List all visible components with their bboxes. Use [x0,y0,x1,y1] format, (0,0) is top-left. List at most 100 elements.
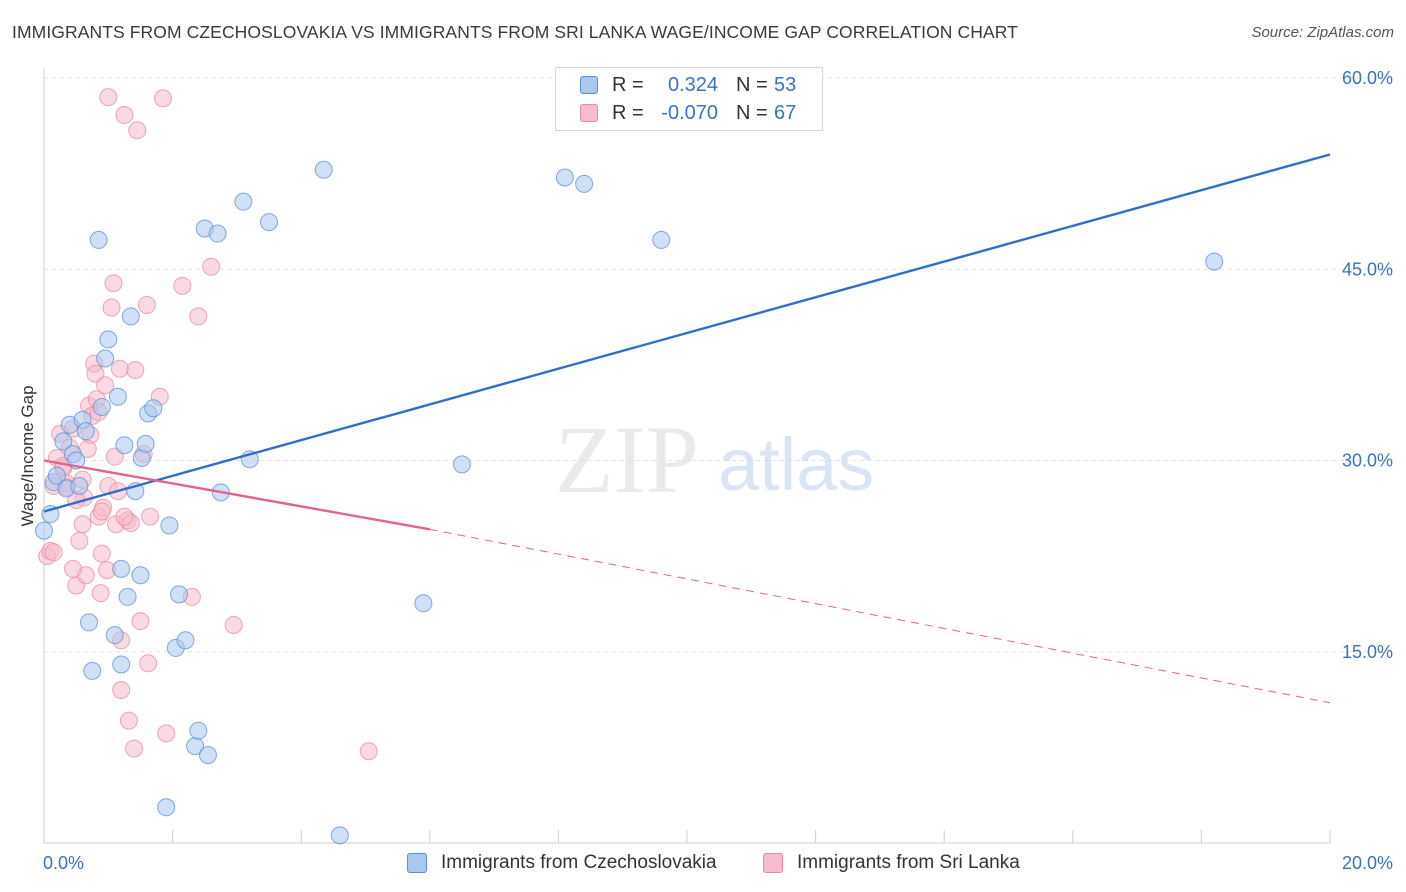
series-label: Immigrants from Sri Lanka [797,852,1020,873]
czechoslovakia-points [35,160,1224,845]
czechoslovakia-point [105,626,124,645]
sri-lanka-point [102,298,121,317]
legend-row-czechoslovakia: R = 0.324 N = 53 [556,72,822,100]
czechoslovakia-point [652,230,671,249]
czechoslovakia-point [136,434,155,453]
series-swatch-blue [407,853,427,873]
czechoslovakia-point [76,422,95,441]
legend-swatch-pink [580,104,598,122]
czechoslovakia-point [189,721,208,740]
czechoslovakia-point [198,746,217,765]
sri-lanka-point [119,711,138,730]
sri-lanka-point [63,559,82,578]
sri-lanka-point [173,276,192,295]
watermark: ZIP atlas [555,406,874,513]
sri-lanka-trend-extension [429,528,1331,704]
czechoslovakia-point [452,455,471,474]
sri-lanka-point [86,364,105,383]
sri-lanka-point [73,515,92,534]
czechoslovakia-point [208,224,227,243]
series-swatch-pink [763,853,783,873]
correlation-legend: R = 0.324 N = 53 R = -0.070 N = 67 [555,67,823,131]
sri-lanka-point [105,447,124,466]
czechoslovakia-point [92,397,111,416]
sri-lanka-point [131,612,150,631]
legend-r-value: -0.070 [661,102,718,124]
czechoslovakia-point [575,174,594,193]
czechoslovakia-point [70,477,89,495]
y-tick-label: 15.0% [1342,642,1393,662]
sri-lanka-point [224,615,243,634]
sri-lanka-point [126,360,145,379]
sri-lanka-point [44,543,63,562]
czechoslovakia-point [118,587,137,606]
x-tick-label: 20.0% [1342,853,1393,873]
legend-row-sri-lanka: R = -0.070 N = 67 [556,100,822,128]
legend-n-value: 67 [774,102,797,124]
axis-layer [43,68,1331,844]
czechoslovakia-trend-line [43,153,1331,513]
czechoslovakia-point [80,613,99,632]
czechoslovakia-point [330,826,349,845]
czechoslovakia-point [555,168,574,187]
sri-lanka-trend-line [43,459,431,531]
czechoslovakia-point [47,466,66,485]
x-tick-label: 0.0% [43,853,84,873]
czechoslovakia-point [112,655,131,674]
trend-lines [43,153,1331,704]
sri-lanka-point [70,531,89,550]
czechoslovakia-point [176,631,195,650]
y-tick-label: 30.0% [1342,451,1393,471]
y-axis-label: Wage/Income Gap [18,385,37,527]
sri-lanka-point [137,295,156,314]
sri-lanka-point [157,724,176,743]
legend-n-label: N = [736,74,768,96]
y-tick-label: 60.0% [1342,68,1393,88]
grid-layer [44,77,1392,653]
sri-lanka-point [153,89,172,108]
czechoslovakia-point [314,160,333,179]
czechoslovakia-point [414,594,433,613]
czechoslovakia-point [99,330,118,349]
czechoslovakia-point [144,399,163,418]
legend-n-value: 53 [774,74,797,96]
sri-lanka-point [202,257,221,276]
series-label: Immigrants from Czechoslovakia [441,852,717,873]
legend-r-value: 0.324 [667,74,718,96]
sri-lanka-point [189,307,208,326]
sri-lanka-point [115,105,134,124]
czechoslovakia-point [54,432,73,451]
sri-lanka-point [115,507,134,526]
czechoslovakia-point [112,559,131,578]
czechoslovakia-point [131,566,150,585]
watermark-atlas: atlas [718,423,874,506]
czechoslovakia-point [89,230,108,249]
czechoslovakia-point [157,798,176,817]
czechoslovakia-point [35,521,53,540]
chart-title: IMMIGRANTS FROM CZECHOSLOVAKIA VS IMMIGR… [12,22,1018,42]
sri-lanka-point [92,544,111,563]
czechoslovakia-point [170,585,189,604]
czechoslovakia-point [121,307,140,326]
y-tick-label: 45.0% [1342,259,1393,279]
legend-r-label: R = [612,74,644,96]
sri-lanka-point [112,681,131,699]
sri-lanka-point [141,507,160,526]
czechoslovakia-point [108,387,127,406]
sri-lanka-point [110,359,129,378]
sri-lanka-point [139,654,158,673]
sri-lanka-point [125,739,144,758]
sri-lanka-point [92,502,111,521]
czechoslovakia-point [83,661,102,680]
legend-n-label: N = [736,102,768,124]
czechoslovakia-point [160,516,179,535]
czechoslovakia-point [260,213,279,232]
watermark-zip: ZIP [555,406,699,513]
czechoslovakia-point [115,436,134,455]
sri-lanka-point [128,121,147,140]
sri-lanka-point [359,742,378,761]
sri-lanka-point [104,274,123,293]
czechoslovakia-point [1205,252,1224,271]
czechoslovakia-point [96,349,115,368]
